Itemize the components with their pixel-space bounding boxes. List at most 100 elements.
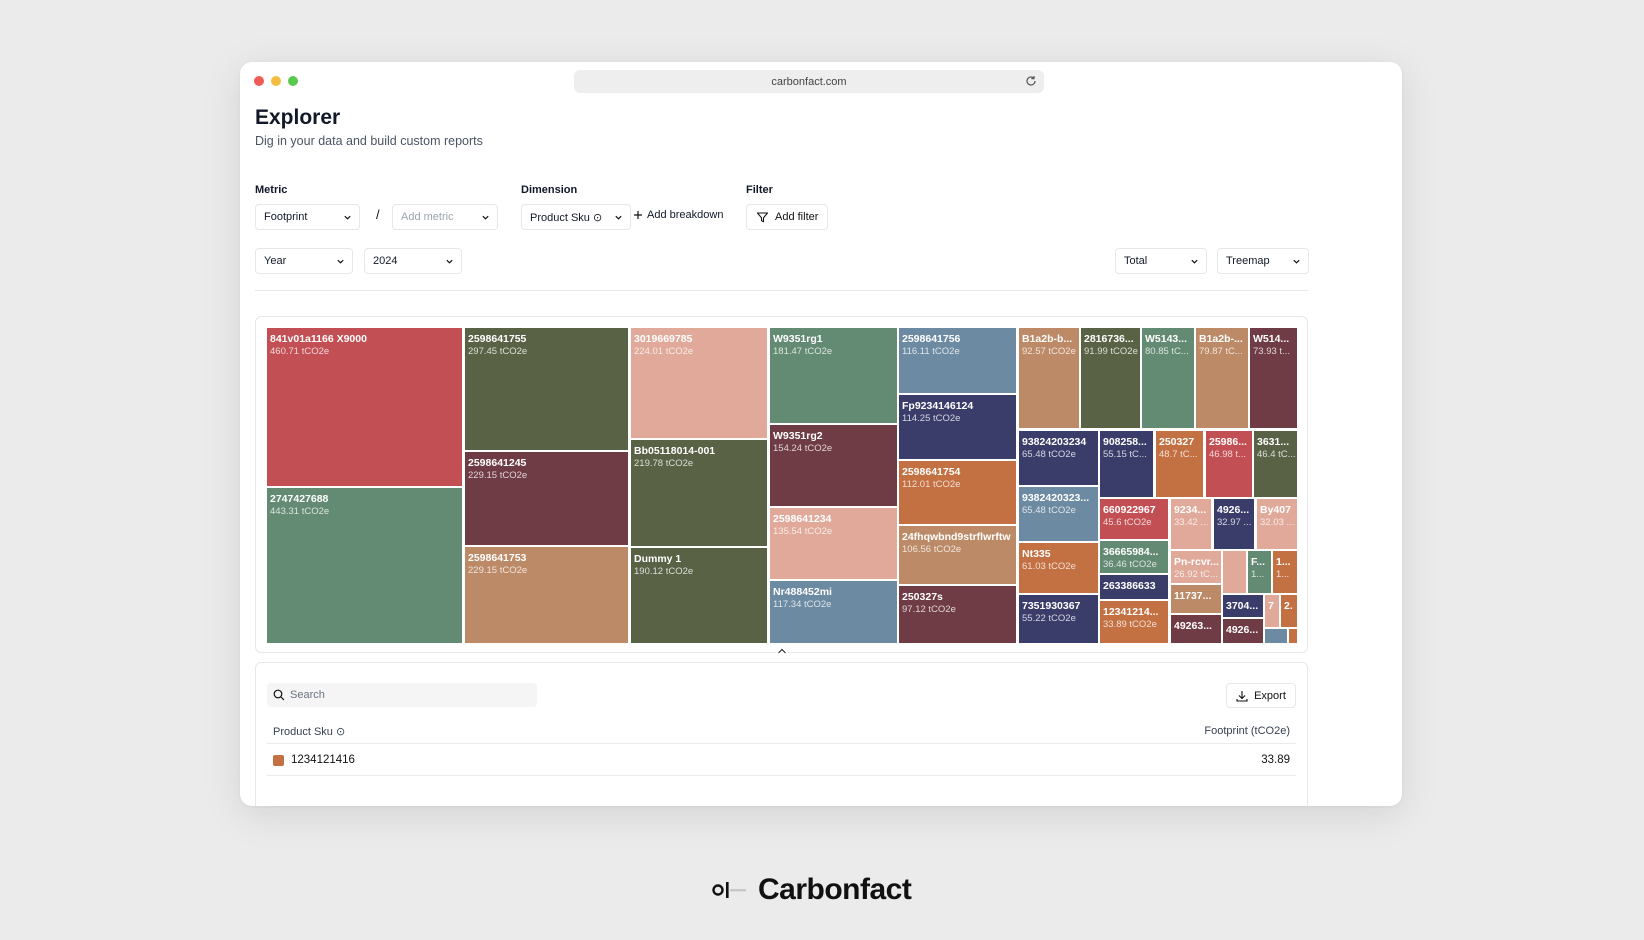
- treemap-cell-value: 97.12 tCO2e: [902, 604, 956, 615]
- treemap-cell[interactable]: 2.: [1281, 595, 1297, 627]
- metric-select[interactable]: Footprint: [255, 204, 360, 230]
- treemap-cell-name: W9351rg1: [773, 333, 823, 345]
- add-filter-button[interactable]: Add filter: [746, 204, 828, 230]
- treemap-cell[interactable]: 908258...55.15 tC...: [1100, 431, 1153, 497]
- minimize-window-button[interactable]: [271, 76, 281, 86]
- treemap-cell[interactable]: 9382420323...65.48 tCO2e: [1019, 487, 1098, 541]
- treemap-cell-name: 908258...: [1103, 436, 1147, 448]
- treemap-cell-value: 460.71 tCO2e: [270, 346, 329, 357]
- treemap-cell[interactable]: 25986...46.98 t...: [1206, 431, 1252, 497]
- treemap-cell[interactable]: 263386633: [1100, 575, 1168, 599]
- treemap-cell-name: 4926...: [1226, 624, 1258, 636]
- treemap-cell-name: B1a2b-...: [1199, 333, 1243, 345]
- treemap-cell[interactable]: F...1...: [1248, 551, 1271, 593]
- treemap-cell[interactable]: 9234...33.42 ...: [1171, 499, 1211, 549]
- chevron-down-icon: [344, 215, 351, 220]
- treemap-cell[interactable]: [1265, 629, 1287, 643]
- treemap-cell[interactable]: 4926...32.97 ...: [1214, 499, 1254, 549]
- export-button[interactable]: Export: [1226, 683, 1296, 708]
- treemap-cell[interactable]: By40732.03 ...: [1257, 499, 1297, 549]
- treemap-cell[interactable]: W514...73.93 t...: [1250, 328, 1297, 428]
- treemap-cell[interactable]: 49263...: [1171, 615, 1221, 643]
- maximize-window-button[interactable]: [288, 76, 298, 86]
- treemap-cell[interactable]: 36665984...36.46 tCO2e: [1100, 541, 1168, 573]
- column-header-footprint[interactable]: Footprint (tCO2e): [1204, 725, 1290, 737]
- treemap-cell-rect: [899, 395, 1016, 459]
- treemap-cell-value: 117.34 tCO2e: [773, 599, 831, 610]
- treemap-cell-rect: [899, 461, 1016, 524]
- divider: [255, 290, 1308, 291]
- aggregation-select[interactable]: Total: [1115, 248, 1207, 274]
- dimension-value: Product Sku ⊙: [530, 211, 603, 224]
- reload-icon[interactable]: [1024, 74, 1038, 88]
- treemap-cell[interactable]: W5143...80.85 tC...: [1142, 328, 1194, 428]
- treemap-cell[interactable]: 7: [1265, 595, 1279, 627]
- treemap-cell[interactable]: Pn-rcvr...26.92 tC...: [1171, 551, 1221, 583]
- treemap-cell-name: 36665984...: [1103, 546, 1159, 558]
- treemap-cell[interactable]: 11737...: [1171, 585, 1221, 613]
- treemap-cell-rect: [1257, 499, 1297, 549]
- address-bar[interactable]: carbonfact.com: [574, 70, 1044, 93]
- treemap-cell-value: 46.98 t...: [1209, 449, 1246, 460]
- treemap-cell-value: 190.12 tCO2e: [634, 566, 693, 577]
- dimension-select[interactable]: Product Sku ⊙: [521, 204, 631, 230]
- chart-type-select[interactable]: Treemap: [1217, 248, 1309, 274]
- year-value: 2024: [373, 255, 398, 267]
- treemap-cell-value: 1...: [1251, 569, 1264, 580]
- treemap-cell-rect: [1100, 601, 1168, 643]
- column-header-sku[interactable]: Product Sku ⊙: [273, 726, 346, 738]
- close-window-button[interactable]: [254, 76, 264, 86]
- page-title: Explorer: [255, 106, 341, 129]
- year-select[interactable]: 2024: [364, 248, 462, 274]
- table-row[interactable]: 1234121416 33.89: [267, 745, 1296, 775]
- aggregation-value: Total: [1124, 255, 1148, 267]
- treemap-cell-name: 11737...: [1174, 590, 1211, 602]
- treemap-cell[interactable]: 3704...: [1223, 595, 1263, 617]
- treemap-cell[interactable]: [1289, 629, 1297, 643]
- treemap-cell[interactable]: B1a2b-...79.87 tC...: [1196, 328, 1248, 428]
- search-box[interactable]: [267, 683, 537, 707]
- treemap-cell-value: 32.97 ...: [1217, 517, 1251, 528]
- treemap-cell[interactable]: 4926...: [1223, 619, 1263, 643]
- treemap-cell-value: 55.15 tC...: [1103, 449, 1147, 460]
- treemap-cell-rect: [1100, 499, 1168, 539]
- treemap-cell[interactable]: 3631...46.4 tC...: [1254, 431, 1297, 497]
- treemap-cell-rect: [899, 586, 1016, 643]
- treemap-cell[interactable]: 2816736...91.99 tCO2e: [1081, 328, 1140, 428]
- treemap-cell[interactable]: 1...1...: [1273, 551, 1297, 593]
- treemap-cell[interactable]: [1223, 551, 1246, 593]
- add-metric-select[interactable]: Add metric: [392, 204, 498, 230]
- treemap-cell[interactable]: B1a2b-b...92.57 tCO2e: [1019, 328, 1079, 428]
- treemap-cell-name: B1a2b-b...: [1022, 333, 1072, 345]
- chevron-down-icon: [337, 259, 344, 264]
- search-input[interactable]: [290, 689, 520, 701]
- treemap-cell-rect: [770, 508, 897, 579]
- period-select[interactable]: Year: [255, 248, 353, 274]
- treemap-cell[interactable]: 12341214...33.89 tCO2e: [1100, 601, 1168, 643]
- treemap-cell-value: 91.99 tCO2e: [1084, 346, 1138, 357]
- chevron-up-icon[interactable]: [776, 646, 788, 656]
- add-breakdown-button[interactable]: Add breakdown: [633, 209, 723, 221]
